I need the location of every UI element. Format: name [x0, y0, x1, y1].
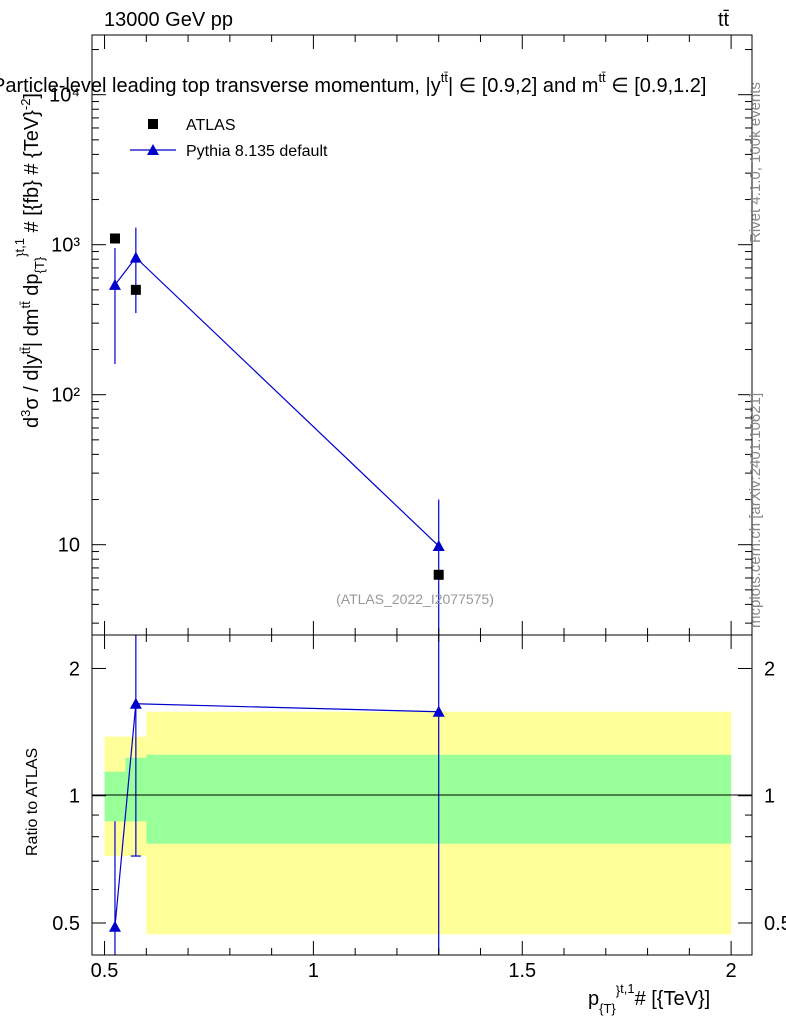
- y-tick-label-ratio-right: 2: [764, 658, 775, 680]
- data-point: [109, 233, 120, 244]
- x-tick-label: 2: [726, 960, 737, 982]
- y-tick-label-main: 10³: [51, 235, 80, 257]
- y-tick-label-ratio-right: 0.5: [764, 913, 786, 935]
- axis-tick-labels: 0.5 1 1.5 2 10 10² 10³ 10⁴ 0.5 0.5 1 1 2 2: [49, 85, 786, 982]
- ratio-point: [432, 705, 445, 717]
- mc-line: [114, 256, 440, 547]
- y-tick-label-ratio-left: 0.5: [52, 913, 80, 935]
- legend-mc-marker: [147, 144, 159, 155]
- analysis-watermark: (ATLAS_2022_I2077575): [336, 591, 494, 607]
- energy-label: 13000 GeV pp: [104, 9, 233, 31]
- y-tick-label-ratio-right: 1: [764, 786, 775, 808]
- ratio-point: [129, 697, 142, 709]
- y-tick-label-main: 10⁴: [49, 85, 80, 107]
- mcplots-label: mcplots.cern.ch [arXiv:2401.10621]: [747, 393, 764, 628]
- legend-mc-label: Pythia 8.135 default: [186, 143, 328, 160]
- mc-point: [129, 251, 142, 263]
- y-tick-label-main: 10: [58, 535, 80, 557]
- mc-point: [108, 278, 121, 290]
- x-tick-label: 1: [308, 960, 319, 982]
- process-label: tt̄: [718, 9, 730, 31]
- ratio-point: [108, 920, 121, 932]
- axis-ticks: [92, 35, 752, 955]
- ratio-uncertainty-bands: [104, 711, 732, 935]
- y-tick-label-main: 10²: [51, 385, 80, 407]
- legend-data-label: ATLAS: [186, 117, 236, 134]
- x-tick-label: 1.5: [508, 960, 536, 982]
- main-plot-series: [108, 227, 445, 635]
- data-point: [130, 284, 141, 295]
- ratio-band-green: [104, 771, 126, 822]
- data-point: [433, 569, 444, 580]
- legend-data-marker: [148, 119, 158, 129]
- y-axis-label-ratio: Ratio to ATLAS: [24, 748, 41, 856]
- y-tick-label-ratio-left: 2: [69, 658, 80, 680]
- y-tick-label-ratio-left: 1: [69, 786, 80, 808]
- rivet-label: Rivet 4.1.0, 100k events: [747, 82, 764, 243]
- x-axis-label: p{T}}t,1# [{TeV}]: [588, 981, 710, 1016]
- plot-title: Particle-level leading top transverse mo…: [0, 70, 706, 97]
- mc-point: [432, 540, 445, 552]
- y-axis-label-main: d3σ / d|ytt̄| dmtt̄ dp{T}}t,1 # [{fb} # …: [12, 93, 47, 428]
- x-tick-label: 0.5: [91, 960, 119, 982]
